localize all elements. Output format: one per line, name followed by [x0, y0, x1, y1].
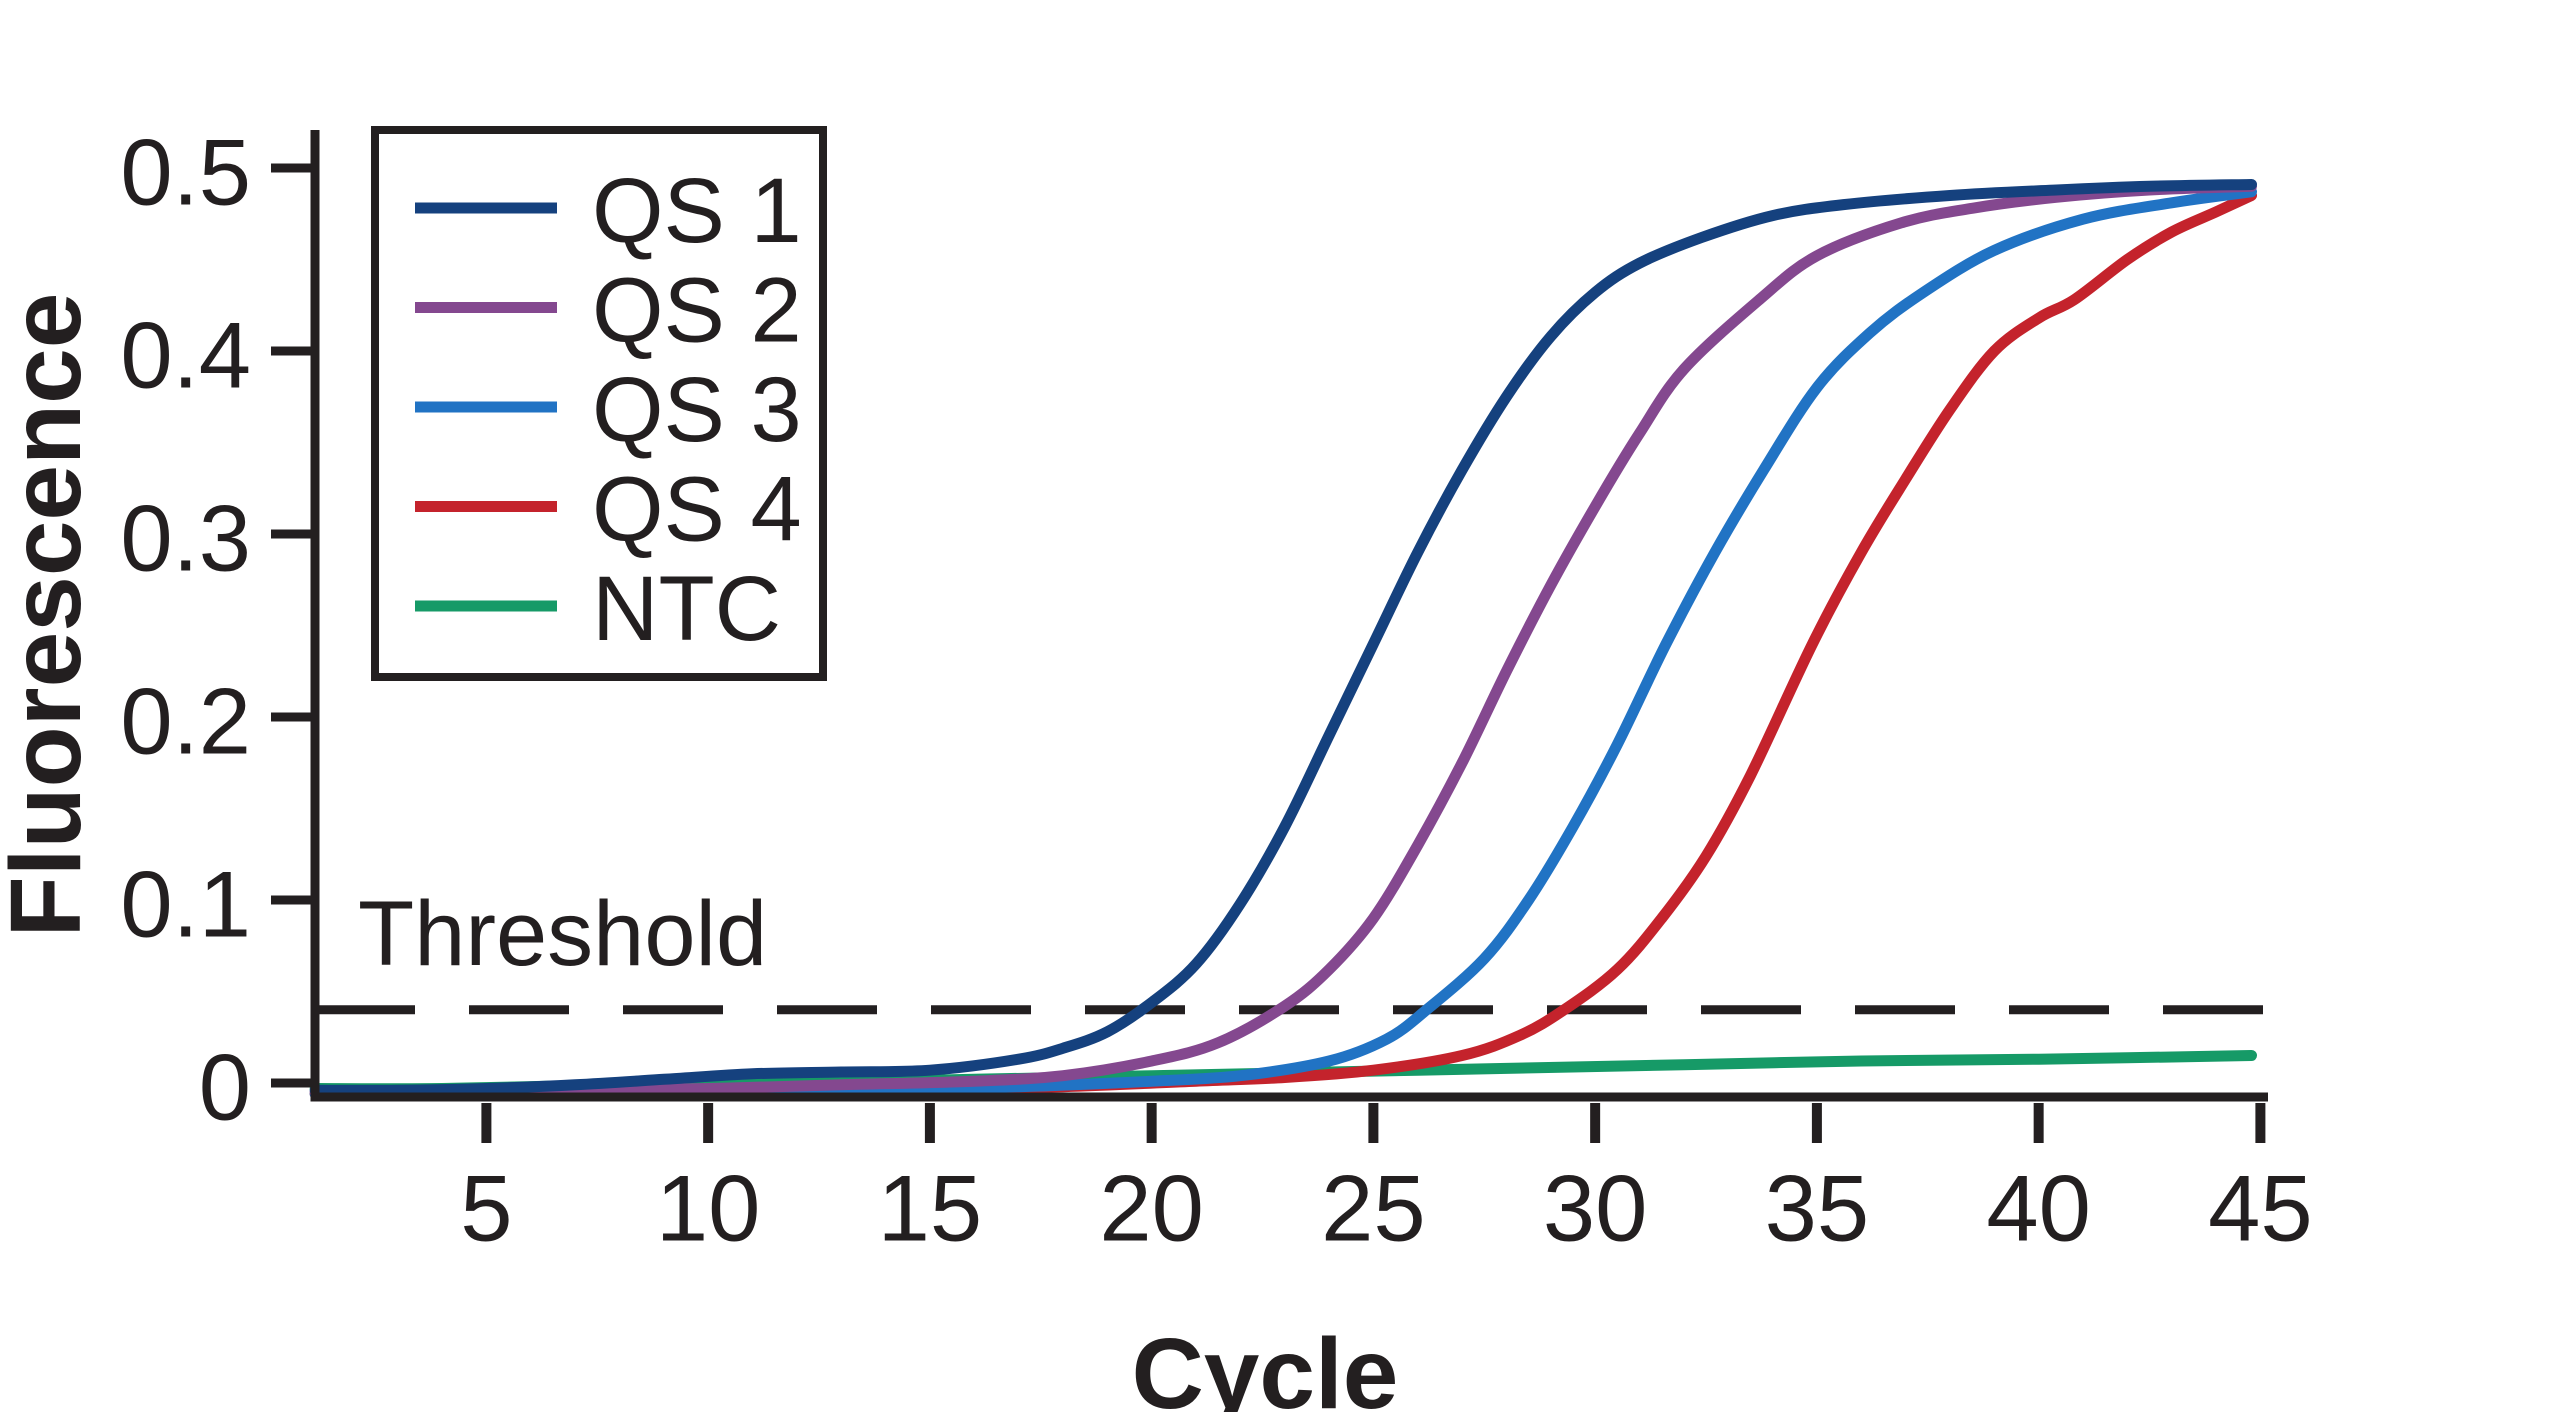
y-tick-label: 0.4	[120, 303, 251, 408]
legend-label: QS 3	[592, 359, 802, 461]
legend-item-qs-3: QS 3	[415, 359, 802, 461]
curves-group	[309, 179, 2257, 1100]
legend-item-ntc: NTC	[415, 558, 781, 660]
axes-group	[310, 130, 2268, 1102]
legend-label: QS 4	[592, 459, 802, 561]
x-tick-label: 45	[2208, 1156, 2313, 1261]
x-tick-label: 35	[1765, 1156, 1870, 1261]
series-curve-qs-1	[309, 179, 2257, 1096]
series-curve-qs-2	[309, 180, 2257, 1098]
y-tick-label: 0.1	[120, 852, 251, 957]
y-tick-label: 0.2	[120, 669, 251, 774]
y-tick-label: 0.5	[120, 120, 251, 225]
legend-item-qs-2: QS 2	[415, 260, 802, 362]
legend-label: QS 1	[592, 160, 802, 262]
y-tick-label: 0	[199, 1035, 251, 1140]
ticks-group	[271, 163, 2266, 1143]
x-tick-label: 10	[656, 1156, 761, 1261]
x-tick-label: 25	[1321, 1156, 1426, 1261]
legend-label: QS 2	[592, 260, 802, 362]
tick-labels-group: 0 0.1 0.2 0.3 0.4 0.5 5 10 15 20 25 30 35 40 45	[120, 120, 2312, 1261]
y-axis-title: Fluorescence	[0, 293, 102, 938]
legend-item-qs-4: QS 4	[415, 459, 802, 561]
threshold-label: Threshold	[358, 883, 767, 985]
y-tick-label: 0.3	[120, 486, 251, 591]
x-tick-label: 5	[460, 1156, 512, 1261]
legend-box	[371, 126, 827, 681]
legend-item-qs-1: QS 1	[415, 160, 802, 262]
x-tick-label: 40	[1986, 1156, 2091, 1261]
legend-label: NTC	[592, 558, 781, 660]
x-axis-title: Cycle	[1132, 1318, 1399, 1412]
x-tick-label: 30	[1543, 1156, 1648, 1261]
x-tick-label: 20	[1099, 1156, 1204, 1261]
x-tick-label: 15	[878, 1156, 983, 1261]
